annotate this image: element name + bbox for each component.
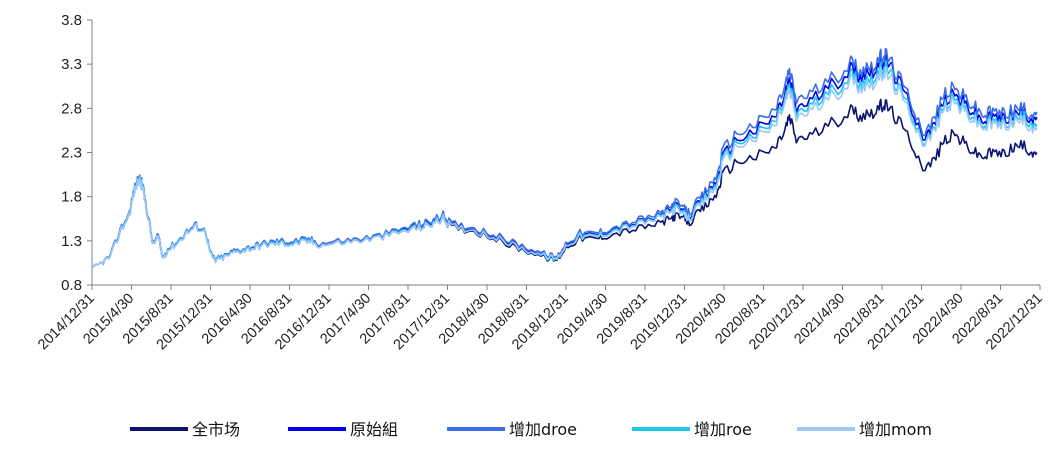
y-tick-label: 2.3 [61, 145, 82, 162]
legend-label: 增加roe [694, 420, 752, 439]
y-tick-label: 1.8 [61, 189, 82, 206]
y-tick-label: 2.8 [61, 100, 82, 117]
legend-label: 全市场 [192, 420, 240, 439]
y-tick-label: 0.8 [61, 277, 82, 294]
legend-label: 增加droe [509, 420, 577, 439]
legend-label: 增加mom [859, 420, 932, 439]
y-tick-label: 1.3 [61, 233, 82, 250]
plot-area [91, 47, 1038, 268]
series-line-1 [91, 53, 1038, 268]
y-tick-label: 3.3 [61, 56, 82, 73]
y-tick-label: 3.8 [61, 12, 82, 29]
series-line-0 [91, 98, 1038, 268]
x-axis: 2014/12/312015/4/302015/8/312015/12/3120… [35, 284, 1046, 353]
legend-label: 原始組 [350, 420, 398, 439]
legend: 全市场 原始組 增加droe 增加roe 增加mom [130, 420, 932, 439]
series-line-4 [91, 66, 1038, 268]
y-axis: 0.8 1.3 1.8 2.3 2.8 3.3 3.8 [61, 12, 93, 294]
